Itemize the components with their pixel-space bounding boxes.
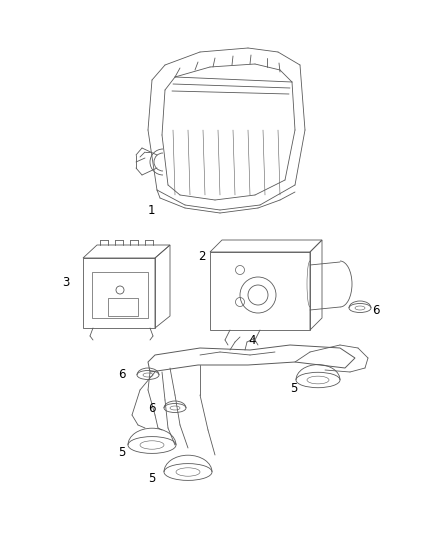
Text: 2: 2	[198, 251, 205, 263]
Text: 4: 4	[248, 334, 255, 346]
Text: 5: 5	[148, 472, 155, 484]
Text: 6: 6	[148, 401, 155, 415]
Text: 6: 6	[372, 303, 379, 317]
Text: 6: 6	[118, 368, 126, 382]
Text: 1: 1	[148, 204, 155, 216]
Text: 5: 5	[290, 382, 297, 394]
Text: 3: 3	[62, 276, 69, 288]
Text: 5: 5	[118, 446, 125, 458]
